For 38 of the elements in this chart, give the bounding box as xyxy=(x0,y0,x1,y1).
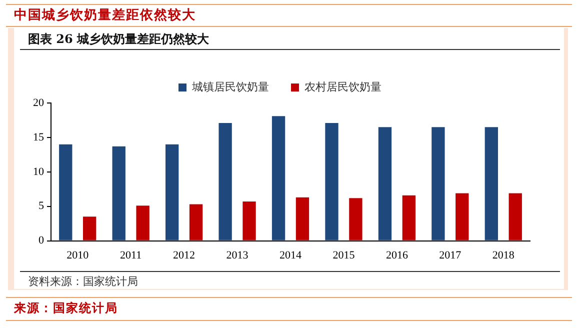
x-tick-label: 2012 xyxy=(173,249,196,262)
text: 资料来源：国家统计局 xyxy=(28,274,138,289)
x-tick-label: 2011 xyxy=(120,249,142,262)
x-tick-label: 2010 xyxy=(66,249,90,262)
y-tick-label: 5 xyxy=(38,200,44,212)
legend-label: 城镇居民饮奶量 xyxy=(191,80,269,94)
y-tick-label: 0 xyxy=(38,234,44,247)
bar xyxy=(456,193,469,240)
bar xyxy=(378,127,392,240)
legend-label: 农村居民饮奶量 xyxy=(304,80,382,94)
x-tick-label: 2013 xyxy=(226,249,249,262)
bar xyxy=(242,202,256,240)
chart-subtitle: 图表 26 城乡饮奶量差距仍然较大 xyxy=(28,31,210,48)
bar xyxy=(189,204,203,240)
bar xyxy=(349,198,362,240)
bar xyxy=(272,116,286,240)
bar xyxy=(484,127,498,240)
bar xyxy=(402,195,416,240)
x-tick-label: 2017 xyxy=(439,249,462,262)
x-tick-label: 2014 xyxy=(280,249,302,262)
y-tick-label: 10 xyxy=(33,166,44,178)
bar xyxy=(508,193,522,240)
y-tick-label: 20 xyxy=(33,96,44,109)
bar xyxy=(296,197,310,240)
bar xyxy=(83,216,96,240)
x-tick-label: 2018 xyxy=(492,249,515,262)
x-tick-label: 2015 xyxy=(332,249,356,262)
chart-title: 中国城乡饮奶量差距依然较大 xyxy=(14,7,196,24)
bar xyxy=(112,146,126,240)
bar xyxy=(165,144,179,240)
y-tick-label: 15 xyxy=(33,131,44,144)
bar xyxy=(59,144,72,240)
bar xyxy=(218,122,232,240)
bar xyxy=(432,127,445,240)
x-tick-label: 2016 xyxy=(386,249,408,262)
source-note: 来源：国家统计局 xyxy=(14,300,118,317)
bar xyxy=(325,122,338,240)
bar xyxy=(136,206,150,240)
